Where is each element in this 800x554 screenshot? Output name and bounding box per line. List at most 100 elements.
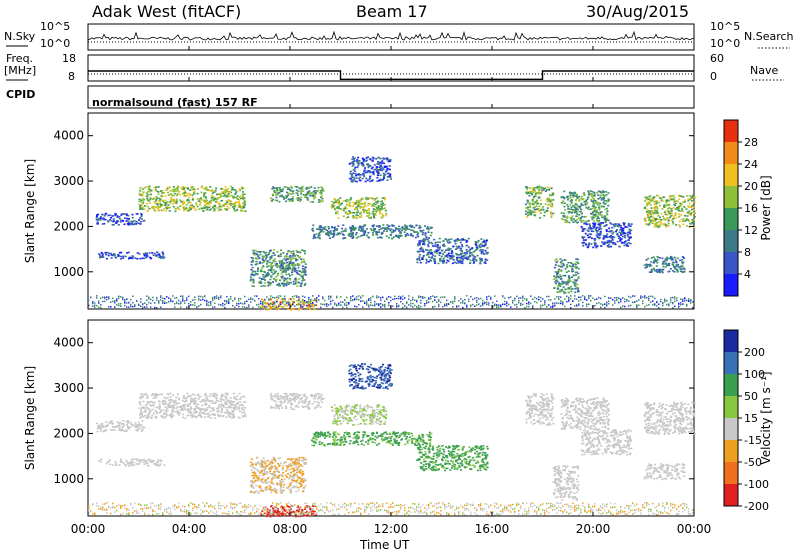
echo-cell xyxy=(295,192,298,194)
ground-scatter-cell xyxy=(676,297,678,299)
echo-cell xyxy=(117,220,119,223)
echo-cell xyxy=(473,261,475,263)
echo-cell xyxy=(601,241,604,243)
echo-cell xyxy=(417,235,420,238)
ground-scatter-cell xyxy=(598,302,600,304)
echo-cell xyxy=(292,298,295,300)
ground-scatter-cell xyxy=(676,299,678,302)
echo-cell xyxy=(646,204,648,206)
ground-scatter-cell xyxy=(316,297,318,299)
ground-scatter-cell xyxy=(684,300,686,302)
echo-cell xyxy=(240,206,243,209)
echo-cell xyxy=(214,205,217,208)
echo-cell xyxy=(365,177,368,180)
echo-cell xyxy=(399,230,402,233)
echo-cell xyxy=(176,188,179,191)
echo-cell xyxy=(596,226,599,229)
echo-cell xyxy=(242,197,245,200)
echo-cell xyxy=(374,228,377,230)
ground-scatter-cell xyxy=(634,301,636,303)
ground-scatter-cell xyxy=(298,296,300,298)
echo-cell xyxy=(644,196,647,198)
ground-scatter-cell xyxy=(270,302,272,305)
echo-cell xyxy=(666,258,669,260)
echo-cell xyxy=(364,160,367,162)
echo-cell xyxy=(234,189,237,191)
echo-cell xyxy=(577,289,580,291)
echo-cell xyxy=(383,197,386,200)
ground-scatter-cell xyxy=(378,296,380,298)
echo-cell xyxy=(676,271,679,273)
echo-cell xyxy=(336,210,339,213)
echo-cell xyxy=(399,234,402,237)
echo-cell xyxy=(599,202,602,205)
echo-cell xyxy=(287,187,290,189)
echo-cell xyxy=(674,202,677,205)
ground-scatter-cell xyxy=(446,302,448,305)
ground-scatter-cell xyxy=(136,300,138,302)
echo-cell xyxy=(209,186,212,188)
ground-scatter-cell xyxy=(116,299,118,301)
echo-cell xyxy=(258,261,261,263)
echo-cell xyxy=(268,261,271,264)
echo-cell xyxy=(298,187,301,189)
echo-cell xyxy=(269,299,272,301)
echo-cell xyxy=(138,203,141,206)
echo-cell xyxy=(241,193,244,196)
ground-scatter-cell xyxy=(462,300,464,302)
ground-scatter-cell xyxy=(390,299,392,302)
echo-cell xyxy=(430,231,433,234)
ground-scatter-cell xyxy=(272,305,274,307)
echo-cell xyxy=(230,194,233,197)
ground-scatter-cell xyxy=(300,301,302,303)
ground-scatter-cell xyxy=(632,301,634,304)
echo-cell xyxy=(238,196,241,198)
echo-cell xyxy=(478,244,481,246)
ground-scatter-cell xyxy=(454,296,456,298)
ground-scatter-cell xyxy=(212,296,214,299)
echo-cell xyxy=(451,262,454,265)
echo-cell xyxy=(569,197,572,199)
echo-cell xyxy=(345,203,348,206)
echo-cell xyxy=(628,228,631,231)
echo-cell xyxy=(331,206,333,209)
echo-cell xyxy=(447,260,450,263)
ground-scatter-cell xyxy=(630,304,632,307)
echo-cell xyxy=(361,234,364,237)
echo-cell xyxy=(275,280,278,282)
echo-cell xyxy=(173,189,176,191)
echo-cell xyxy=(661,262,664,265)
echo-cell xyxy=(567,292,570,294)
echo-cell xyxy=(606,233,609,235)
ground-scatter-cell xyxy=(158,301,160,304)
echo-cell xyxy=(526,216,529,218)
echo-cell xyxy=(113,429,116,431)
echo-cell xyxy=(277,189,280,192)
echo-cell xyxy=(524,210,527,213)
echo-cell xyxy=(270,263,273,265)
ground-scatter-cell xyxy=(194,302,196,304)
echo-cell xyxy=(442,259,445,261)
ground-scatter-cell xyxy=(312,302,314,304)
echo-cell xyxy=(293,301,296,303)
echo-cell xyxy=(241,187,244,190)
echo-cell xyxy=(449,241,452,243)
echo-cell xyxy=(622,222,625,224)
ground-scatter-cell xyxy=(474,305,476,307)
echo-cell xyxy=(240,197,243,200)
echo-cell xyxy=(691,204,694,206)
echo-cell xyxy=(585,220,588,223)
echo-cell xyxy=(252,252,255,255)
echo-cell xyxy=(327,225,330,228)
echo-cell xyxy=(581,236,584,238)
echo-cell xyxy=(203,199,206,202)
echo-cell xyxy=(549,199,552,201)
echo-cell xyxy=(435,252,438,254)
echo-cell xyxy=(467,256,470,258)
ground-scatter-cell xyxy=(568,300,570,302)
echo-cell xyxy=(256,258,259,260)
echo-cell xyxy=(240,205,243,207)
ground-scatter-cell xyxy=(660,298,662,301)
ground-scatter-cell xyxy=(130,298,132,301)
echo-cell xyxy=(421,248,424,251)
